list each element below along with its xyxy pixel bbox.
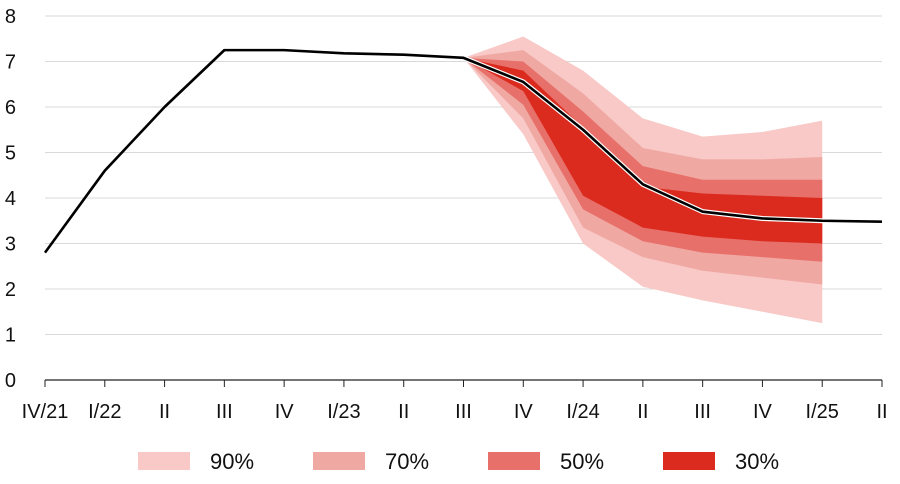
- x-axis-tick-labels: IV/21 I/22 II III IV I/23 II III IV I/24 II III IV I/…: [22, 401, 888, 423]
- x-tick-label: III: [694, 401, 711, 423]
- legend-swatch: [663, 452, 715, 470]
- legend-label: 90%: [210, 449, 254, 474]
- y-tick-label: 6: [5, 97, 16, 119]
- y-tick-label: 8: [5, 6, 16, 28]
- central-path-line: [43, 48, 883, 254]
- y-axis-tick-labels: 0 1 2 3 4 5 6 7 8: [5, 6, 16, 392]
- legend-swatch: [138, 452, 190, 470]
- y-tick-label: 0: [5, 370, 16, 392]
- x-tick-label: II: [398, 401, 409, 423]
- x-tick-label: I/22: [88, 401, 121, 423]
- x-tick-label: I/25: [806, 401, 839, 423]
- gridlines: [45, 15, 882, 335]
- x-tick-label: IV: [514, 401, 534, 423]
- x-axis-ticks: [44, 380, 883, 387]
- y-tick-label: 7: [5, 52, 16, 74]
- legend: 90% 70% 50% 30%: [138, 449, 779, 474]
- x-tick-label: I/24: [566, 401, 599, 423]
- x-tick-label: III: [216, 401, 233, 423]
- legend-swatch: [313, 452, 365, 470]
- y-tick-label: 4: [5, 188, 16, 210]
- x-tick-label: II: [876, 401, 887, 423]
- legend-label: 50%: [560, 449, 604, 474]
- y-tick-label: 2: [5, 279, 16, 301]
- x-tick-label: II: [637, 401, 648, 423]
- x-tick-label: III: [455, 401, 472, 423]
- x-tick-label: IV/21: [22, 401, 69, 423]
- legend-swatch: [488, 452, 540, 470]
- y-tick-label: 1: [5, 325, 16, 347]
- series-lines: [43, 48, 883, 254]
- y-tick-label: 5: [5, 143, 16, 165]
- x-tick-label: II: [159, 401, 170, 423]
- x-tick-label: IV: [275, 401, 295, 423]
- y-tick-label: 3: [5, 234, 16, 256]
- legend-label: 30%: [735, 449, 779, 474]
- x-tick-label: I/23: [327, 401, 360, 423]
- x-tick-label: IV: [753, 401, 773, 423]
- legend-label: 70%: [385, 449, 429, 474]
